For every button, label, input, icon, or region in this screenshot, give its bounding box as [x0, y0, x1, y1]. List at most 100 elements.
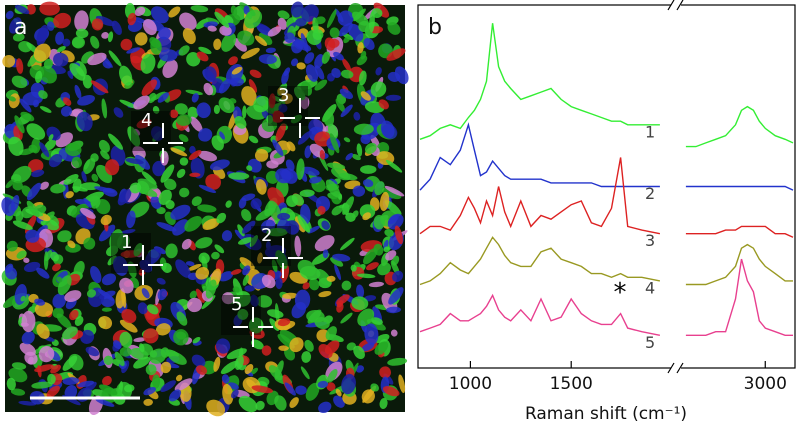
cell — [325, 179, 341, 198]
cell — [141, 79, 158, 96]
cell — [74, 10, 89, 32]
cell — [206, 399, 226, 417]
cell — [248, 135, 259, 144]
cell — [133, 337, 146, 343]
cell — [143, 328, 159, 344]
cell — [90, 153, 99, 162]
marker-shade — [251, 226, 291, 266]
cell — [62, 355, 78, 371]
cell — [226, 348, 247, 360]
cell — [331, 68, 342, 78]
cell — [246, 12, 253, 20]
crosshair — [123, 245, 163, 285]
cell — [189, 290, 197, 299]
cell — [246, 165, 253, 171]
cell — [218, 271, 234, 282]
cell — [250, 198, 262, 210]
cell — [243, 5, 250, 15]
cell — [31, 381, 53, 389]
cell — [82, 74, 93, 89]
cell — [119, 277, 134, 294]
cell — [309, 176, 322, 184]
cell — [330, 257, 344, 267]
cell — [162, 59, 178, 79]
crosshair — [263, 238, 303, 278]
cell — [213, 356, 221, 372]
cell — [324, 340, 340, 355]
cell — [220, 360, 239, 375]
cell — [184, 216, 203, 232]
cell — [373, 243, 384, 256]
x-tick-label: 1500 — [550, 374, 593, 394]
cell — [256, 179, 267, 195]
cell — [98, 316, 113, 330]
cell — [279, 263, 290, 284]
cell — [375, 67, 382, 76]
cell — [101, 273, 117, 286]
cell — [281, 70, 289, 85]
cell — [169, 389, 182, 402]
cell — [248, 79, 258, 93]
cell — [6, 377, 16, 391]
cell — [221, 32, 237, 52]
cell — [379, 191, 390, 212]
crosshair — [233, 307, 273, 347]
x-axis-label: Raman shift (cm⁻¹) — [525, 404, 687, 424]
cell — [160, 380, 176, 392]
cell — [340, 237, 355, 251]
cell — [242, 274, 249, 286]
cell — [357, 42, 364, 54]
cell — [62, 38, 71, 47]
cell — [85, 346, 100, 357]
cell — [358, 70, 367, 86]
cell — [34, 302, 54, 317]
marker-label: 5 — [231, 294, 242, 315]
cell — [21, 331, 35, 345]
cell — [43, 251, 49, 270]
cell — [205, 279, 217, 299]
cell — [242, 105, 247, 119]
cell — [36, 323, 50, 339]
cell — [143, 386, 156, 396]
cell — [314, 79, 328, 91]
cell — [67, 70, 74, 80]
cell — [5, 179, 15, 189]
cell — [239, 257, 255, 270]
cell — [228, 172, 250, 180]
cell — [181, 238, 192, 250]
cell — [272, 95, 286, 105]
cell — [152, 160, 165, 177]
cell — [275, 277, 283, 290]
cell — [8, 136, 24, 156]
cell — [244, 364, 254, 375]
cell — [382, 386, 400, 397]
cell — [363, 295, 377, 302]
cell — [336, 294, 350, 305]
cell — [174, 378, 193, 391]
cell — [134, 32, 148, 46]
cell — [225, 200, 232, 208]
cell — [235, 291, 251, 307]
cell — [229, 98, 237, 104]
cell — [386, 306, 401, 314]
cell — [203, 21, 218, 28]
cell — [331, 167, 351, 181]
cell — [361, 389, 375, 404]
cell — [50, 364, 61, 374]
cell — [139, 259, 153, 273]
cell — [242, 220, 256, 234]
cell — [77, 380, 95, 388]
cell — [105, 159, 120, 176]
cell — [192, 336, 201, 344]
cell — [189, 172, 201, 178]
cell — [385, 94, 402, 101]
cell — [52, 263, 61, 272]
cell — [257, 252, 263, 264]
cell — [284, 32, 295, 43]
cell — [327, 369, 338, 383]
cell — [360, 134, 371, 145]
cell — [191, 196, 202, 207]
cell — [1, 197, 16, 217]
cell — [241, 86, 257, 106]
